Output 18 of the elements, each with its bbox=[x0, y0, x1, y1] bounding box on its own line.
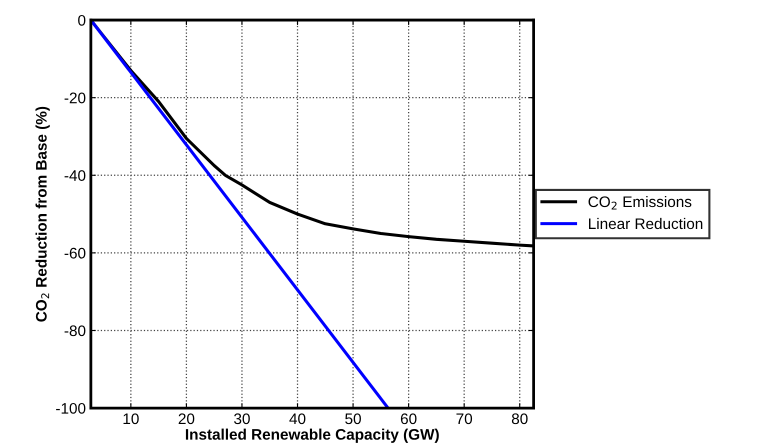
y-tick-label: -40 bbox=[64, 170, 86, 181]
x-axis-title: Installed Renewable Capacity (GW) bbox=[186, 428, 439, 443]
legend-label: CO$_{2}$ Emissions bbox=[588, 196, 692, 210]
y-tick-label: -20 bbox=[64, 92, 86, 104]
x-tick-label: 20 bbox=[178, 413, 194, 424]
x-tick-label: 50 bbox=[345, 413, 361, 424]
x-tick-label: 60 bbox=[400, 413, 417, 424]
x-tick-label: 80 bbox=[512, 413, 528, 424]
legend-label: Linear Reduction bbox=[589, 218, 702, 230]
y-axis-title: CO$_{2}$ Reduction from Base (%) bbox=[36, 106, 50, 322]
x-tick-label: 30 bbox=[234, 413, 250, 424]
x-tick-label: 70 bbox=[456, 413, 472, 424]
x-tick-label: 40 bbox=[289, 413, 306, 424]
y-tick-label: -80 bbox=[64, 325, 86, 336]
x-tick-label: 10 bbox=[124, 413, 139, 424]
y-tick-label: 0 bbox=[78, 14, 86, 26]
y-tick-label: -60 bbox=[64, 248, 86, 259]
y-tick-label: -100 bbox=[56, 402, 86, 414]
